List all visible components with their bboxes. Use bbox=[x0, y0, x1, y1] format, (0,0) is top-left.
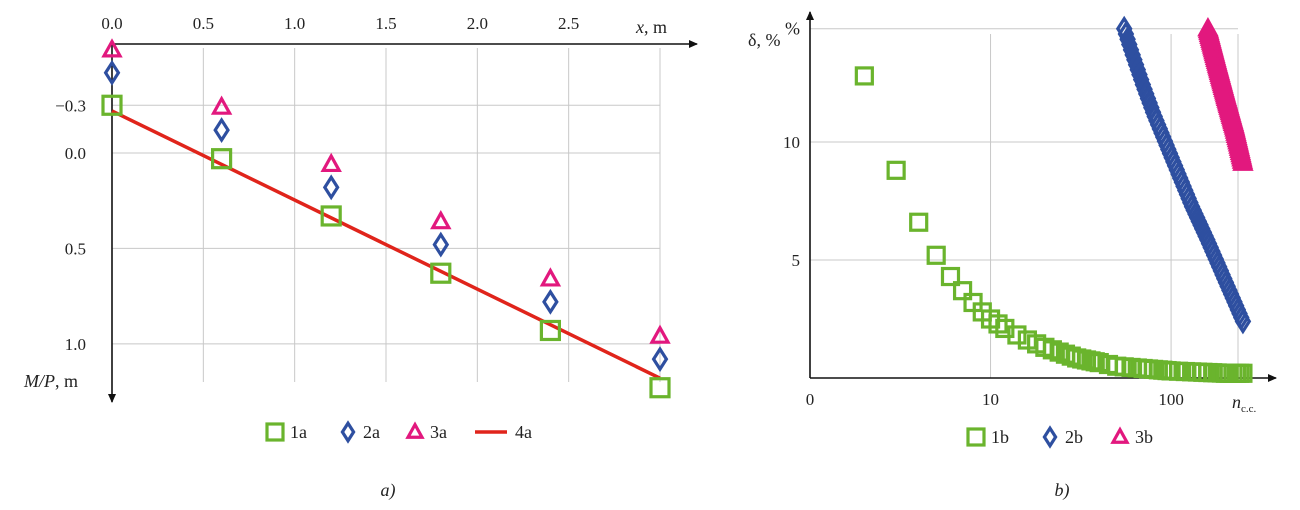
panel-a-axes bbox=[108, 40, 698, 403]
panel-b-data-marks bbox=[854, 15, 1254, 383]
legend-2b-swatch bbox=[1042, 425, 1058, 449]
panel-a-data-marks bbox=[101, 38, 671, 399]
panel-b-legend: 1b 2b 3b bbox=[966, 425, 1153, 449]
series-2a-point bbox=[213, 117, 230, 144]
panel-a-caption: a) bbox=[381, 480, 396, 501]
legend-4a-label: 4a bbox=[515, 422, 532, 442]
panel-b-x-axis-label: nc.c. bbox=[1232, 392, 1257, 415]
series-1a-point bbox=[320, 205, 342, 227]
x-tick-label: 0.5 bbox=[193, 14, 214, 33]
y-tick-label: 0.5 bbox=[65, 239, 86, 258]
panel-b-caption: b) bbox=[1055, 480, 1070, 501]
legend-3b-swatch bbox=[1110, 426, 1130, 444]
legend-1a-swatch bbox=[265, 422, 285, 442]
x-tick-label: 100 bbox=[1158, 390, 1184, 409]
panel-a-legend: 1a 2a 3a 4a bbox=[265, 420, 532, 444]
series-1b-point bbox=[926, 245, 946, 265]
series-4a-line bbox=[111, 109, 661, 380]
series-3b-point bbox=[1232, 151, 1254, 171]
y-tick-label: 5 bbox=[792, 251, 801, 270]
series-3a-point bbox=[539, 267, 562, 287]
series-1a-point bbox=[430, 262, 452, 284]
y-tick-label: −0.3 bbox=[55, 96, 86, 115]
legend-2b-label: 2b bbox=[1065, 427, 1083, 447]
series-1b-point bbox=[886, 160, 906, 180]
panel-a-grid bbox=[112, 48, 661, 382]
series-3a-point bbox=[430, 209, 452, 230]
x-tick-label: 10 bbox=[982, 390, 999, 409]
panel-a-x-axis-label: x, m bbox=[635, 17, 667, 37]
y-tick-label: 1.0 bbox=[65, 335, 86, 354]
x-tick-label: 1.0 bbox=[284, 14, 305, 33]
y-tick-label: 0.0 bbox=[65, 144, 86, 163]
series-1a-point bbox=[101, 94, 123, 116]
legend-3a-swatch bbox=[405, 421, 425, 439]
panel-a-tick-labels: 0.0 0.5 1.0 1.5 2.0 2.5 −0.3 0.0 0.5 1.0 bbox=[55, 14, 579, 354]
legend-1a-label: 1a bbox=[290, 422, 307, 442]
x-tick-label: 1.5 bbox=[375, 14, 396, 33]
legend-1b-label: 1b bbox=[991, 427, 1009, 447]
series-1b-point bbox=[1233, 363, 1253, 383]
series-1b-point bbox=[952, 281, 973, 301]
series-3a-point bbox=[101, 38, 123, 58]
legend-3b-label: 3b bbox=[1135, 427, 1153, 447]
y-tick-label: 10 bbox=[783, 133, 800, 152]
series-2b-point bbox=[1234, 308, 1252, 335]
series-1b-point bbox=[854, 66, 874, 86]
x-tick-label: 0.0 bbox=[101, 14, 122, 33]
series-2a-point bbox=[432, 231, 450, 258]
panel-b: 0 10 100 5 10% δ, % nc.c. 1b 2b 3b b) bbox=[748, 11, 1277, 501]
series-1b-point bbox=[909, 212, 929, 232]
legend-3a-label: 3a bbox=[430, 422, 447, 442]
panel-b-y-axis-label: δ, % bbox=[748, 30, 780, 50]
series-1a-point bbox=[539, 319, 562, 342]
series-2a-point bbox=[322, 174, 340, 201]
panel-a: 0.0 0.5 1.0 1.5 2.0 2.5 −0.3 0.0 0.5 1.0 x, m M/P… bbox=[23, 14, 698, 501]
series-3a-point bbox=[649, 324, 671, 344]
legend-2a-label: 2a bbox=[363, 422, 380, 442]
series-1a-point bbox=[211, 148, 233, 170]
series-1b-point bbox=[940, 266, 961, 287]
panel-a-y-axis-label: M/P, m bbox=[23, 371, 78, 391]
x-tick-label: 2.0 bbox=[467, 14, 488, 33]
series-2a-point bbox=[542, 288, 559, 315]
series-2a-point bbox=[103, 59, 121, 86]
y-tick-label: % bbox=[785, 19, 800, 39]
series-3a-point bbox=[210, 95, 233, 115]
series-1b-point bbox=[1007, 325, 1027, 345]
legend-2a-swatch bbox=[340, 420, 356, 444]
series-1a-point bbox=[649, 377, 671, 399]
series-2a-point bbox=[651, 346, 669, 373]
x-tick-label: 2.5 bbox=[558, 14, 579, 33]
x-tick-label: 0 bbox=[806, 390, 815, 409]
series-3a-point bbox=[320, 152, 342, 173]
panel-b-tick-labels: 0 10 100 5 10% bbox=[783, 19, 1184, 409]
legend-1b-swatch bbox=[966, 427, 986, 447]
